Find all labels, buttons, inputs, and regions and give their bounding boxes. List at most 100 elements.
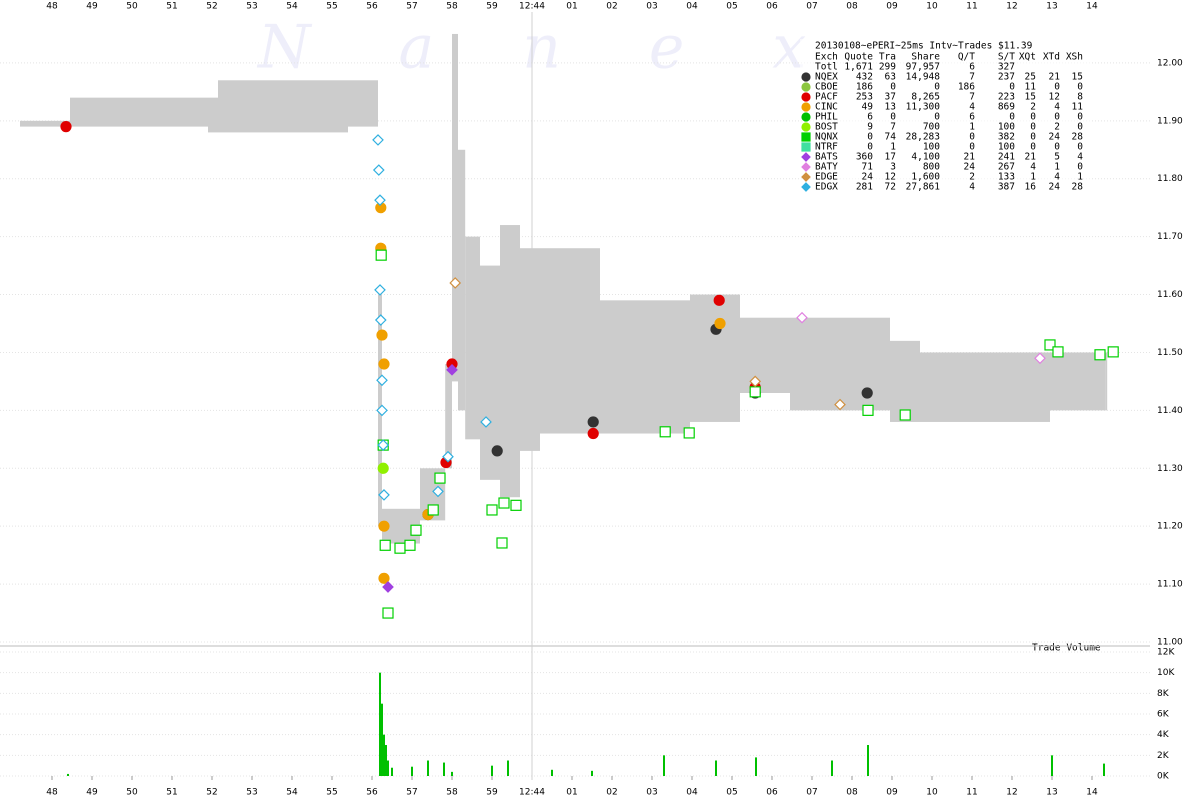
- trade-marker: [394, 542, 406, 554]
- legend-cell: 7: [969, 72, 975, 83]
- volume-bar: [385, 745, 387, 776]
- x-tick-label: 49: [86, 788, 98, 798]
- legend-cell: 24: [964, 162, 976, 173]
- trade-marker: [374, 284, 386, 296]
- x-tick-label: 14: [1086, 788, 1098, 798]
- volume-bar: [427, 760, 429, 776]
- legend-cell: 223: [998, 92, 1015, 103]
- x-tick-label: 54: [286, 788, 298, 798]
- trade-marker: [378, 572, 390, 584]
- legend-label: NQNX: [815, 132, 838, 143]
- legend-marker: [801, 152, 811, 162]
- volume-bar: [591, 770, 593, 776]
- legend-marker: [801, 82, 811, 92]
- y-tick-label: 11.80: [1157, 174, 1183, 184]
- x-tick-label: 06: [766, 788, 778, 798]
- legend-cell: 2: [1030, 102, 1036, 113]
- nbbo-band: [208, 97, 218, 133]
- x-tick-label: 12:44: [519, 788, 545, 798]
- legend-label: NTRF: [815, 142, 838, 153]
- x-tick-label-top: 08: [846, 2, 858, 12]
- x-tick-label-top: 48: [46, 2, 58, 12]
- legend-cell: 28,283: [906, 132, 940, 143]
- x-tick-label: 05: [726, 788, 737, 798]
- legend-cell: 4: [1030, 162, 1036, 173]
- legend-cell: 37: [885, 92, 896, 103]
- legend-cell: 4: [969, 102, 975, 113]
- legend-cell: 8,265: [911, 92, 940, 103]
- x-tick-label: 57: [406, 788, 417, 798]
- legend-cell: 0: [1030, 132, 1036, 143]
- legend-cell: 0: [1054, 112, 1060, 123]
- y2-tick-label: 0K: [1157, 772, 1170, 782]
- legend-cell: 0: [1077, 162, 1083, 173]
- legend-cell: 11,300: [906, 102, 941, 113]
- legend-cell: 4: [1077, 152, 1083, 163]
- legend-cell: 74: [885, 132, 897, 143]
- trade-marker: [1052, 346, 1064, 358]
- legend-cell: 0: [1077, 82, 1083, 93]
- nbbo-band: [790, 317, 890, 411]
- trade-marker: [796, 311, 808, 324]
- legend-cell: 0: [890, 82, 896, 93]
- legend-cell: 21: [1025, 152, 1037, 163]
- legend-label: PHIL: [815, 112, 838, 123]
- legend-cell: 387: [998, 182, 1015, 193]
- legend-cell: 0: [969, 142, 975, 153]
- legend-cell: 0: [934, 82, 940, 93]
- legend-cell: 4: [969, 182, 975, 193]
- legend-header: Q/T: [958, 52, 975, 63]
- trade-marker: [659, 426, 671, 438]
- x-tick-label: 04: [686, 788, 698, 798]
- legend-cell: 24: [1049, 132, 1061, 143]
- legend-cell: 3: [890, 162, 896, 173]
- trade-marker: [434, 472, 446, 484]
- y-tick-label: 12.00: [1157, 58, 1183, 68]
- legend-label: BOST: [815, 122, 838, 133]
- y2-tick-label: 8K: [1157, 689, 1170, 699]
- legend-cell: 21: [1049, 72, 1061, 83]
- nbbo-band: [1105, 352, 1108, 411]
- y2-tick-label: 4K: [1157, 730, 1170, 740]
- legend-cell: 28: [1072, 132, 1084, 143]
- legend-header: XTd: [1043, 52, 1060, 63]
- volume-bar: [1103, 763, 1105, 776]
- annotation: Trade Volume: [1032, 643, 1101, 654]
- x-tick-label-top: 57: [406, 2, 417, 12]
- legend-cell: 0: [1077, 142, 1083, 153]
- volume-bar: [491, 765, 493, 776]
- volume-bar: [443, 762, 445, 776]
- nbbo-band: [348, 80, 378, 127]
- legend-cell: 71: [862, 162, 874, 173]
- x-tick-label: 53: [246, 788, 257, 798]
- legend-marker: [801, 132, 811, 142]
- y2-tick-label: 12K: [1157, 648, 1175, 658]
- legend-cell: 6: [969, 62, 975, 73]
- trade-marker: [491, 445, 503, 457]
- legend-cell: 0: [1030, 142, 1036, 153]
- legend-cell: 6: [867, 112, 873, 123]
- trade-marker: [378, 520, 390, 532]
- trade-marker: [442, 450, 454, 463]
- nbbo-band: [218, 80, 348, 133]
- volume-bar: [387, 760, 389, 776]
- x-tick-label: 09: [886, 788, 898, 798]
- legend-cell: 21: [964, 152, 976, 163]
- x-tick-label: 55: [326, 788, 337, 798]
- trade-marker: [749, 386, 761, 398]
- x-tick-label-top: 02: [606, 2, 617, 12]
- x-tick-label-top: 11: [966, 2, 977, 12]
- x-tick-label-top: 52: [206, 2, 217, 12]
- legend-cell: 13: [885, 102, 896, 113]
- legend-cell: 12: [1049, 92, 1060, 103]
- y-tick-label: 11.70: [1157, 232, 1183, 242]
- legend-cell: 28: [1072, 182, 1084, 193]
- legend-marker: [801, 172, 811, 182]
- legend-header: S/T: [998, 52, 1015, 63]
- legend-header: Share: [911, 52, 940, 63]
- trade-marker: [861, 387, 873, 399]
- legend-label: CBOE: [815, 82, 838, 93]
- legend-header: Quote: [844, 52, 873, 63]
- legend-cell: 6: [969, 112, 975, 123]
